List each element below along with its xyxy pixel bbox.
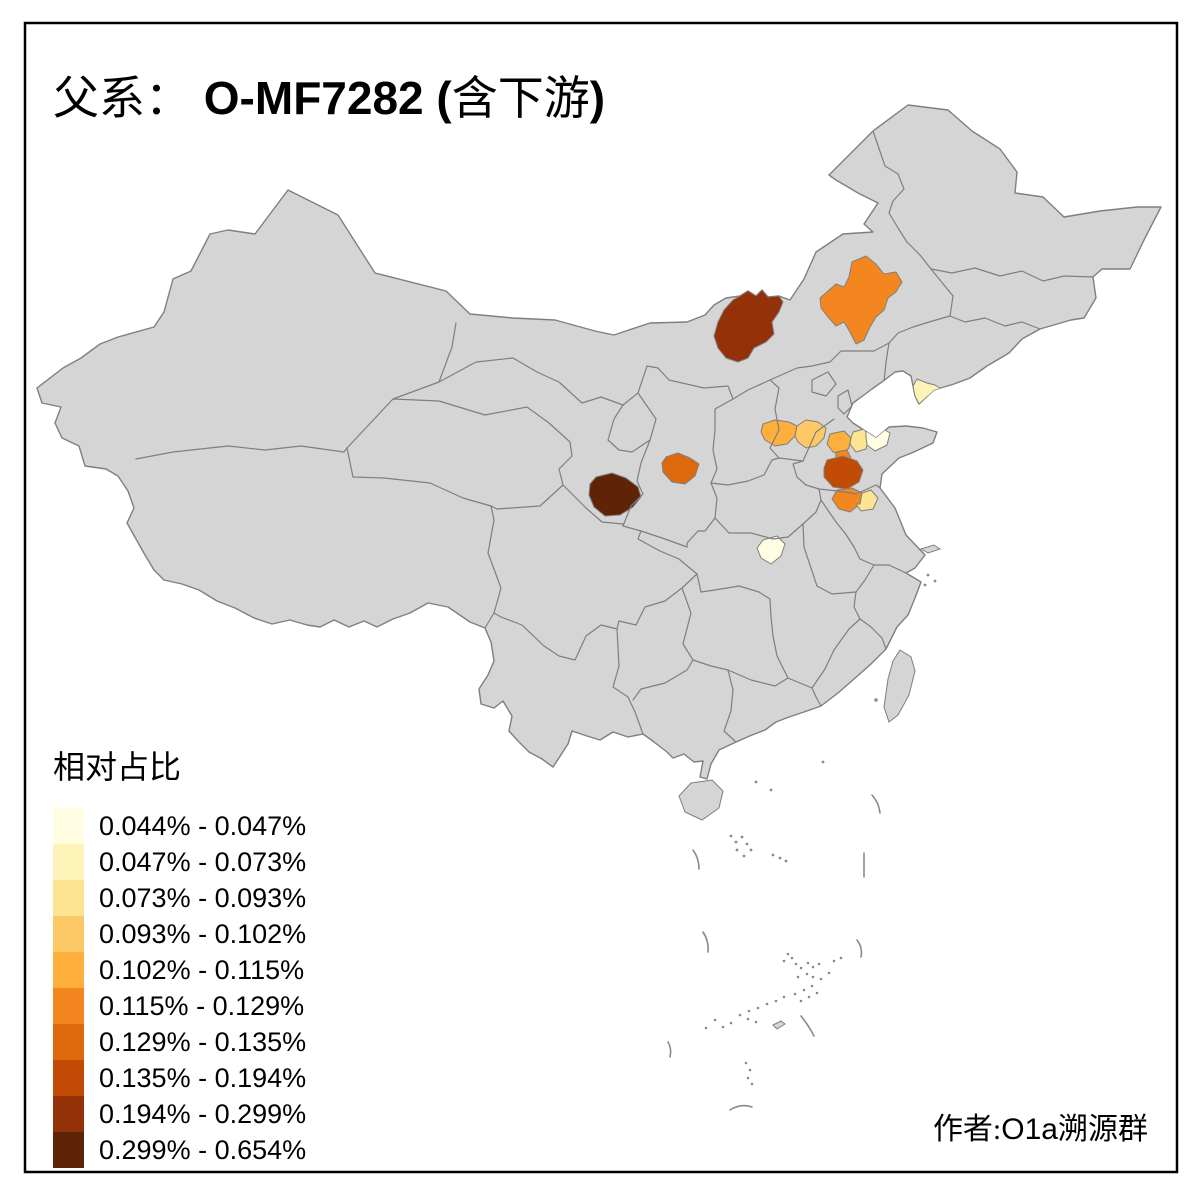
legend: 相对占比 0.044% - 0.047% 0.047% - 0.073% 0.0… xyxy=(53,742,306,1168)
legend-row: 0.129% - 0.135% xyxy=(53,1024,306,1060)
legend-label: 0.102% - 0.115% xyxy=(99,954,305,985)
legend-swatch xyxy=(53,916,84,952)
sea-islands xyxy=(704,573,937,1086)
nine-dash-line xyxy=(667,794,881,1111)
attribution-prefix: 作者: xyxy=(932,1113,1002,1146)
plot-frame xyxy=(23,21,1179,1174)
legend-swatch xyxy=(53,1024,84,1060)
legend-row: 0.194% - 0.299% xyxy=(53,1096,306,1132)
legend-swatch xyxy=(53,952,84,988)
legend-swatch xyxy=(53,988,84,1024)
legend-label: 0.299% - 0.654% xyxy=(99,1134,307,1165)
legend-row: 0.047% - 0.073% xyxy=(53,844,306,880)
legend-row: 0.073% - 0.093% xyxy=(53,880,306,916)
region-inner-mongolia-central xyxy=(713,289,784,363)
taiwan-island xyxy=(883,649,916,723)
legend-swatch xyxy=(53,1096,84,1132)
legend-label: 0.093% - 0.102% xyxy=(99,918,307,949)
attribution: 作者:O1a溯源群 xyxy=(933,1104,1148,1148)
title-haplogroup-code: O-MF7282 xyxy=(191,72,424,124)
legend-label: 0.129% - 0.135% xyxy=(99,1026,307,1057)
legend-swatch xyxy=(53,1060,84,1096)
province-borders xyxy=(135,130,1094,743)
legend-row: 0.299% - 0.654% xyxy=(53,1132,306,1168)
legend-swatch xyxy=(53,880,84,916)
region-southwest-shandong xyxy=(823,455,864,490)
plot-title: 父系： O-MF7282 (含下游) xyxy=(53,62,605,128)
legend-row: 0.135% - 0.194% xyxy=(53,1060,306,1096)
region-south-hebei xyxy=(760,419,798,447)
attribution-suffix: 溯源群 xyxy=(1058,1113,1148,1146)
attribution-latin: O1a xyxy=(1001,1113,1058,1146)
legend-row: 0.102% - 0.115% xyxy=(53,952,306,988)
mainland-china xyxy=(36,104,1162,780)
region-east-hebei xyxy=(794,419,827,449)
legend-label: 0.047% - 0.073% xyxy=(99,846,307,877)
legend-label: 0.135% - 0.194% xyxy=(99,1062,307,1093)
legend-label: 0.115% - 0.129% xyxy=(99,990,305,1021)
legend-row: 0.093% - 0.102% xyxy=(53,916,306,952)
legend-title: 相对占比 xyxy=(53,749,182,785)
legend-swatch xyxy=(53,1132,84,1168)
hainan-island xyxy=(678,779,724,821)
title-paren-open: ( xyxy=(423,72,452,124)
legend-swatch xyxy=(53,844,84,880)
spratly-islet xyxy=(772,1020,786,1030)
title-cjk-prefix: 父系： xyxy=(53,73,191,124)
region-north-jiangsu-east xyxy=(855,489,879,512)
chongming-island xyxy=(919,544,942,554)
legend-label: 0.194% - 0.299% xyxy=(99,1098,307,1129)
legend-swatch xyxy=(53,808,84,844)
title-cjk-suffix: 含下游 xyxy=(451,73,590,124)
legend-row: 0.115% - 0.129% xyxy=(53,988,306,1024)
legend-label: 0.073% - 0.093% xyxy=(99,882,307,913)
legend-row: 0.044% - 0.047% xyxy=(53,808,306,844)
region-southeast-gansu xyxy=(588,472,642,517)
region-inner-mongolia-east xyxy=(819,255,903,345)
legend-label: 0.044% - 0.047% xyxy=(99,810,307,841)
region-north-hubei xyxy=(756,535,786,565)
region-north-shaanxi xyxy=(661,452,700,485)
title-paren-close: ) xyxy=(589,72,606,124)
